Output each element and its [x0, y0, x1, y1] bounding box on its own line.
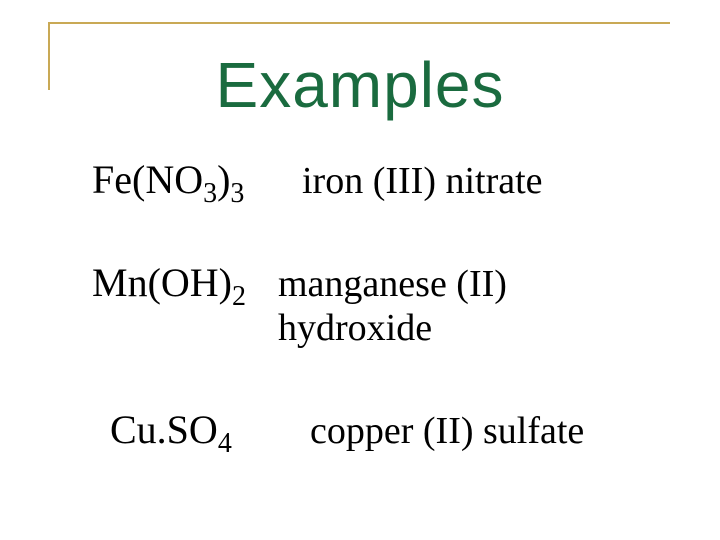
chemical-formula: Fe(NO3)3 [92, 156, 302, 203]
frame-top [48, 22, 670, 24]
chemical-formula: Cu.SO4 [92, 406, 302, 453]
example-row: Mn(OH)2 manganese (II) hydroxide [92, 259, 652, 350]
example-row: Fe(NO3)3 iron (III) nitrate [92, 156, 652, 203]
chemical-formula: Mn(OH)2 [92, 259, 302, 306]
chemical-name: copper (II) sulfate [302, 409, 652, 453]
examples-list: Fe(NO3)3 iron (III) nitrate Mn(OH)2 mang… [92, 156, 652, 509]
chemical-name: iron (III) nitrate [302, 159, 652, 203]
example-row: Cu.SO4 copper (II) sulfate [92, 406, 652, 453]
chemical-name: manganese (II) hydroxide [278, 262, 652, 350]
page-title: Examples [0, 48, 720, 122]
